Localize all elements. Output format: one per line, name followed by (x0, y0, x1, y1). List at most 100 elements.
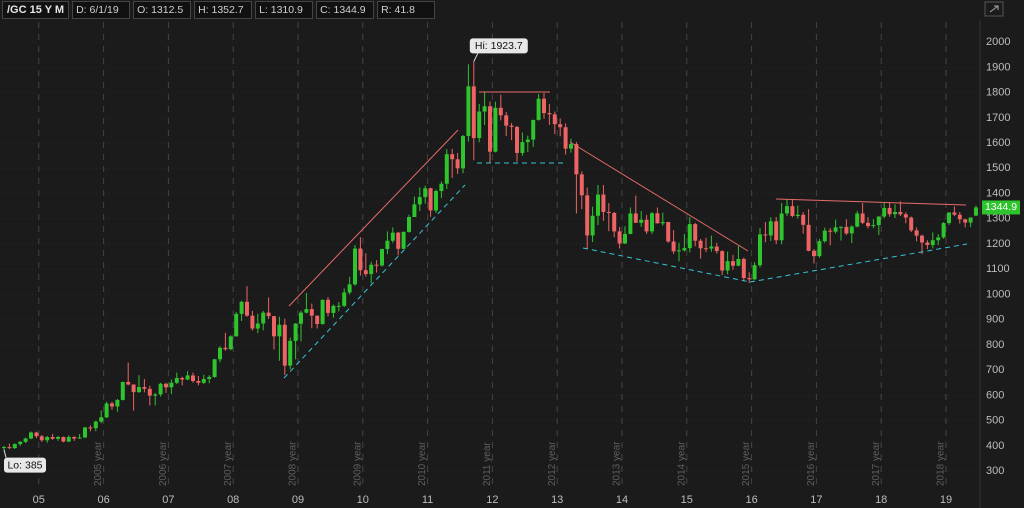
x-tick-label: 10 (357, 494, 369, 506)
candle-body (698, 240, 703, 249)
resistance-line (775, 198, 967, 206)
candle-body (974, 207, 978, 216)
x-tick-label: 07 (162, 494, 174, 506)
header-field: R: 41.8 (377, 0, 436, 19)
candle-body (563, 127, 568, 149)
candle-body (736, 258, 741, 266)
candle-body (282, 324, 287, 366)
candle-body (196, 381, 201, 383)
candle-body (461, 136, 465, 169)
candle-body (358, 248, 363, 271)
candle-body (320, 299, 325, 324)
header-field: H: 1352.7 (194, 0, 253, 19)
candle-body (417, 197, 422, 205)
candle-body (385, 240, 390, 250)
candle-body (493, 107, 498, 152)
candle-body (812, 250, 816, 257)
candle-body (606, 211, 611, 213)
header-field: L: 1310.9 (255, 0, 314, 19)
header: /GC 15 Y M D: 6/1/19 O: 1312.5 H: 1352.7 L:… (0, 0, 436, 19)
candle-body (936, 237, 941, 241)
candle-body (968, 217, 973, 223)
candle-body (255, 323, 260, 329)
year-marker: 2012 year (547, 441, 558, 486)
candle-body (725, 261, 730, 271)
candle-body (941, 223, 946, 238)
candle-body (590, 215, 595, 236)
candle-body (601, 194, 606, 212)
candle-body (795, 214, 800, 217)
candle-body (45, 437, 50, 441)
y-tick-label: 1300 (986, 213, 1010, 225)
candle-body (77, 437, 82, 439)
candle-body (547, 113, 552, 115)
candle-body (806, 224, 811, 251)
candle-body (720, 251, 725, 271)
candle-body (23, 438, 28, 442)
candle-body (34, 432, 39, 437)
candle-body (218, 347, 222, 360)
symbol[interactable]: /GC 15 Y M (2, 0, 70, 19)
candle-body (779, 213, 784, 241)
y-tick-label: 300 (986, 465, 1004, 477)
candle-body (288, 340, 293, 366)
candle-body (66, 437, 71, 442)
candle-body (844, 226, 849, 234)
candle-body (596, 194, 600, 216)
candle-body (925, 242, 930, 246)
last-price: 1344.9 (985, 201, 1017, 213)
candle-body (326, 299, 330, 313)
year-marker: 2014 year (676, 441, 687, 486)
candle-body (277, 324, 282, 337)
candle-body (412, 204, 417, 218)
y-tick-label: 1900 (986, 61, 1010, 73)
candle-body (644, 219, 649, 232)
candle-body (666, 222, 671, 242)
year-marker: 2017 year (871, 441, 882, 486)
y-tick-label: 1800 (986, 87, 1010, 99)
candle-body (833, 227, 838, 232)
candle-body (758, 234, 762, 266)
y-tick-label: 1000 (986, 288, 1010, 300)
candle-body (752, 265, 757, 280)
candle-body (110, 403, 114, 407)
expand-button[interactable] (984, 1, 1004, 17)
candle-body (7, 447, 12, 449)
candle-body (628, 213, 633, 234)
year-marker: 2015 year (741, 441, 752, 486)
candle-body (509, 125, 514, 127)
candle-body (801, 214, 806, 225)
year-marker: 2007 year (223, 441, 234, 486)
year-marker: 2009 year (352, 441, 363, 486)
candle-body (353, 248, 357, 285)
y-tick-label: 1700 (986, 112, 1010, 124)
candle-body (142, 387, 147, 389)
candle-body (185, 375, 190, 380)
candle-body (439, 183, 444, 192)
y-tick-label: 700 (986, 364, 1004, 376)
candle-body (558, 124, 563, 128)
candle-body (369, 264, 374, 275)
candle-body (774, 221, 779, 241)
candle-body (396, 232, 401, 249)
x-tick-label: 09 (292, 494, 304, 506)
resistance-line (288, 129, 459, 307)
candle-body (822, 230, 827, 242)
candle-body (336, 305, 341, 307)
candle-body (239, 301, 244, 314)
candle-body (342, 292, 347, 306)
year-marker: 2006 year (158, 441, 169, 486)
candle-body (682, 248, 687, 251)
candle-body (147, 388, 152, 396)
candle-body (261, 312, 266, 324)
header-field: C: 1344.9 (316, 0, 375, 19)
candle-body (201, 378, 206, 383)
candle-body (650, 213, 654, 232)
candle-body (536, 98, 541, 120)
year-marker: 2011 year (482, 442, 493, 486)
candle-body (363, 270, 368, 275)
candle-body (471, 86, 476, 139)
candle-body (444, 154, 449, 184)
